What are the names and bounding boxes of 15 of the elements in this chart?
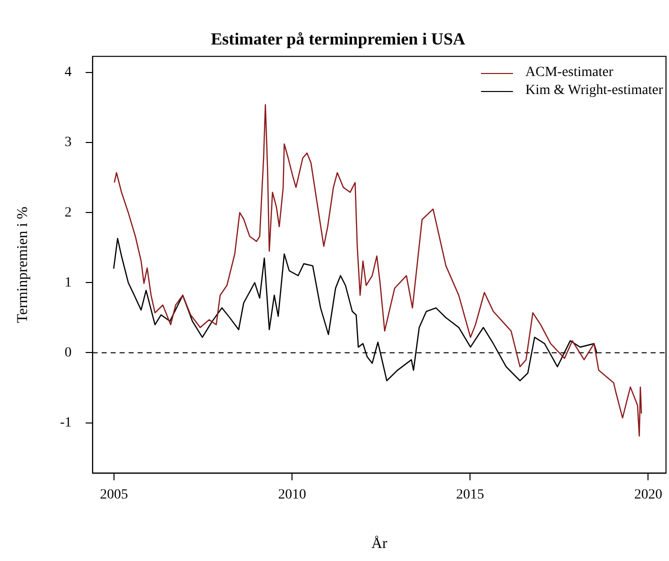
y-tick-label: -1 <box>60 415 72 430</box>
x-tick-label: 2005 <box>100 487 128 502</box>
x-tick-label: 2020 <box>634 487 662 502</box>
x-axis-title: År <box>371 534 388 552</box>
x-tick-label: 2015 <box>456 487 484 502</box>
y-tick-label: 4 <box>64 65 72 80</box>
y-tick-label: 0 <box>64 345 72 360</box>
y-tick-label: 1 <box>64 275 72 290</box>
legend-label: Kim & Wright-estimater <box>525 82 663 100</box>
chart-title: Estimater på terminpremien i USA <box>210 30 466 49</box>
y-tick-label: 2 <box>64 205 72 220</box>
y-axis-title: Terminpremien i % <box>14 206 31 324</box>
legend-label: ACM-estimater <box>525 64 614 82</box>
y-tick-label: 3 <box>64 135 72 150</box>
x-tick-label: 2010 <box>278 487 306 502</box>
